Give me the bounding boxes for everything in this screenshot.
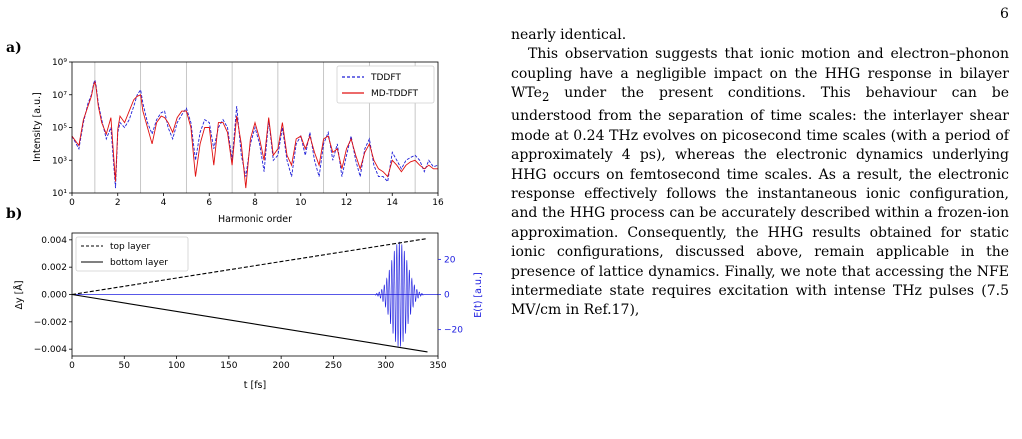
panel-a-xtick-label: 14 [387,198,399,208]
panel-b-xtick-label: 50 [119,361,131,371]
panel-a-ytick-label: 10⁵ [52,124,67,134]
panel-a-label: a) [6,40,22,56]
panel-b-ytick-right-label: 0 [444,291,450,301]
panel-b-chart: 0 50 100 150 200 250 300 3500.0040.0020.000−0.0… [13,232,484,391]
panel-a-series [71,78,439,189]
panel-a-ytick-label: 10¹ [52,189,67,199]
page-number: 6 [1000,6,1009,22]
panel-a-xtick-label: 2 [115,198,121,208]
text-column: nearly identical. This observation sugge… [511,26,1009,321]
panel-b-xtick-label: 150 [220,361,237,371]
panel-a-xtick-label: 8 [252,198,258,208]
panel-a-ytick-label: 10³ [52,156,67,166]
panel-a-xtick-label: 10 [295,198,307,208]
panel-a-xtick-label: 12 [341,198,352,208]
panel-b-xtick-label: 250 [325,361,342,371]
panel-b-ytick-right-label: −20 [444,326,463,336]
panel-a-xtick-label: 4 [161,198,167,208]
paragraph-1: nearly identical. [511,27,627,43]
legend-tddft-label: TDDFT [370,73,401,83]
panel-a-legend: TDDFT MD-TDDFT [336,65,435,104]
legend-bottom-layer-label: bottom layer [110,258,168,268]
panel-b-ytick-right-label: 20 [444,255,456,265]
panel-a-chart: 0 2 4 6 8 10 12 14 16 10¹ 10³ 10⁵ 10⁷ 10⁹ Harmonic or… [32,58,444,225]
panel-b-label: b) [6,206,22,222]
panel-b-ytick-label: −0.004 [34,345,68,355]
panel-b-ylabel-right: E(t) [a.u.] [473,272,484,317]
legend-top-layer-label: top layer [110,242,150,252]
panel-a-ylabel: Intensity [a.u.] [32,92,43,162]
panel-a-xtick-label: 0 [69,198,75,208]
panel-b-ylabel: Δy [Å] [13,280,25,309]
panel-a-ytick-label: 10⁹ [52,58,67,68]
panel-b-ytick-label: 0.002 [41,263,67,273]
panel-b-ytick-label: 0.000 [41,291,67,301]
panel-b-xtick-label: 200 [273,361,290,371]
panel-b-xtick-label: 350 [429,361,446,371]
panel-a-xtick-label: 6 [206,198,212,208]
legend-md-tddft-label: MD-TDDFT [371,89,418,99]
panel-a-series-tddft-line [71,78,439,189]
figure: a) b) 0 2 4 6 8 10 12 14 16 10¹ 10³ 10⁵ 10⁷ 10⁹ Harmo… [6,40,484,391]
panel-b-xlabel: t [fs] [244,380,266,391]
panel-b-xtick-label: 0 [69,361,75,371]
paragraph-2-subscript: 2 [541,90,550,105]
panel-a-xtick-label: 16 [432,198,444,208]
paragraph-2-part-a: This observation suggests that ionic mot… [511,46,1009,102]
paragraph-2: This observation suggests that ionic mot… [511,45,1009,320]
panel-b-ytick-label: −0.002 [34,318,67,328]
panel-a-series-md-tddft-line [71,80,438,189]
panel-b-xtick-label: 100 [168,361,185,371]
paragraph-2-part-b: under the present conditions. This behav… [511,85,1009,319]
panel-b-series [71,237,438,353]
panel-b-ytick-label: 0.004 [41,236,67,246]
panel-b-bottom-layer-line [71,293,428,353]
panel-a-ytick-label: 10⁷ [52,91,67,101]
panel-b-xtick-label: 300 [377,361,394,371]
panel-b-legend: top layer bottom layer [75,236,189,272]
panel-b-ticks: 0 50 100 150 200 250 300 3500.0040.0020.000−0.0… [34,236,464,371]
panel-a-xlabel: Harmonic order [218,214,292,225]
panel-a-ticks: 0 2 4 6 8 10 12 14 16 10¹ 10³ 10⁵ 10⁷ 10⁹ [52,58,444,208]
